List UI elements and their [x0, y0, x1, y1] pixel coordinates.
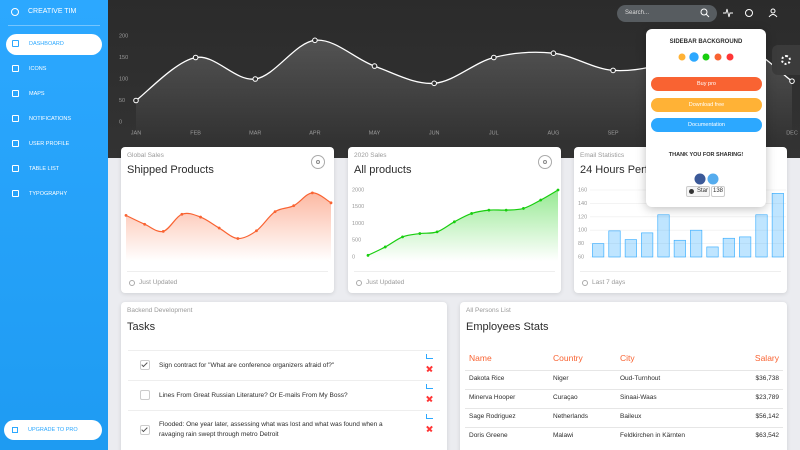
card-title: Employees Stats: [466, 321, 549, 333]
sidebar: CREATIVE TIM DASHBOARD ICONS MAPS NOTIFICATI…: [0, 0, 108, 450]
card-footer: Last 7 days: [592, 279, 626, 286]
table-cell: Minerva Hooper: [469, 394, 516, 401]
card-divider: [127, 271, 328, 272]
table-cell: City: [620, 353, 635, 363]
table-cell: Doris Greene: [469, 432, 508, 439]
footer-icon: [356, 280, 362, 286]
github-star-button[interactable]: [686, 186, 710, 197]
table-cell: Sinaai-Waas: [620, 394, 657, 401]
edit-button[interactable]: [426, 354, 433, 359]
table-cell: Netherlands: [553, 413, 589, 420]
search-placeholder: Search...: [625, 10, 650, 16]
table-cell: Curaçao: [553, 394, 578, 401]
panel-button-label[interactable]: Download free: [688, 101, 725, 108]
upgrade-label[interactable]: UPGRADE TO PRO: [28, 427, 78, 433]
table-cell: Feldkirchen in Kärnten: [620, 432, 686, 439]
nav-link[interactable]: NOTIFICATIONS: [29, 116, 72, 122]
brand-logo: [11, 8, 19, 16]
row-divider: [465, 408, 783, 409]
card-footer: Just Updated: [139, 279, 178, 286]
github-count-box: [711, 186, 725, 197]
card-title: Shipped Products: [127, 164, 214, 176]
card-subtitle: All Persons List: [466, 307, 511, 314]
panel-button[interactable]: [651, 118, 762, 132]
panel-button[interactable]: [651, 77, 762, 91]
settings-tab-icon: [781, 55, 791, 65]
nav-link[interactable]: TABLE LIST: [29, 166, 60, 172]
task-text: Flooded: One year later, assessing what …: [159, 421, 383, 438]
card-subtitle: Email Statistics: [580, 152, 625, 159]
footer-icon: [582, 280, 588, 286]
table-cell: Malawi: [553, 432, 574, 439]
footer-icon: [129, 280, 135, 286]
table-cell: Dakota Rice: [469, 375, 505, 382]
table-cell: Country: [553, 353, 583, 363]
table-cell: Baileux: [620, 413, 642, 420]
table-cell: $56,142: [755, 413, 780, 420]
edit-button[interactable]: [426, 414, 433, 419]
checkbox[interactable]: [140, 425, 150, 435]
row-divider: [128, 380, 440, 381]
row-divider: [465, 370, 783, 371]
card: [460, 302, 787, 450]
nav-icon: [12, 40, 19, 47]
settings-button[interactable]: [538, 155, 552, 169]
github-icon: [689, 189, 694, 194]
divider: [8, 25, 100, 26]
card: [121, 302, 447, 450]
nav-icon: [12, 140, 19, 147]
row-divider: [128, 350, 440, 351]
card-divider: [354, 271, 555, 272]
table-cell: Niger: [553, 375, 569, 382]
table-cell: $36,738: [755, 375, 780, 382]
nav-link[interactable]: DASHBOARD: [29, 41, 64, 47]
nav-icon: [12, 115, 19, 122]
card-subtitle: 2020 Sales: [354, 152, 387, 159]
panel-thanks: THANK YOU FOR SHARING!: [668, 152, 744, 158]
row-divider: [465, 427, 783, 428]
nav-icon: [12, 165, 19, 172]
settings-icon: [316, 160, 320, 164]
row-divider: [465, 389, 783, 390]
table-cell: $23,789: [755, 394, 780, 401]
brand: CREATIVE TIM: [28, 8, 77, 15]
panel-button[interactable]: [651, 97, 762, 112]
checkbox[interactable]: [140, 390, 150, 400]
table-cell: Oud-Turnhout: [620, 375, 661, 382]
card-divider: [580, 271, 781, 272]
panel-button-label[interactable]: Documentation: [688, 122, 725, 128]
card-subtitle: Global Sales: [127, 152, 164, 159]
settings-button[interactable]: [311, 155, 325, 169]
search-box[interactable]: [617, 5, 717, 22]
checkbox[interactable]: [140, 360, 150, 370]
table-cell: Name: [469, 353, 492, 363]
card-title: All products: [354, 164, 412, 176]
nav-active-pill: [6, 34, 102, 55]
upgrade-icon: [12, 427, 18, 433]
github-star-count: 138: [712, 188, 723, 194]
nav-icon: [12, 65, 19, 72]
nav-icon: [12, 90, 19, 97]
nav-icon: [12, 190, 19, 197]
edit-button[interactable]: [426, 384, 433, 389]
nav-link[interactable]: USER PROFILE: [29, 141, 70, 147]
settings-icon: [543, 160, 547, 164]
nav-link[interactable]: ICONS: [29, 66, 47, 72]
task-text: Sign contract for "What are conference o…: [159, 362, 335, 369]
table-cell: Sage Rodriguez: [469, 413, 516, 420]
nav-link[interactable]: TYPOGRAPHY: [29, 191, 68, 197]
github-star-label: Star: [697, 188, 709, 194]
panel-button-label[interactable]: Buy pro: [697, 81, 716, 87]
nav-link[interactable]: MAPS: [29, 91, 45, 97]
card-subtitle: Backend Development: [127, 307, 193, 314]
row-divider: [128, 410, 440, 411]
task-text: Lines From Great Russian Literature? Or …: [159, 392, 348, 399]
card-footer: Just Updated: [366, 279, 405, 286]
card-title: Tasks: [127, 321, 156, 333]
table-cell: $63,542: [755, 432, 780, 439]
table-cell: Salary: [754, 353, 779, 363]
panel-title: SIDEBAR BACKGROUND: [669, 39, 743, 45]
upgrade-button[interactable]: [4, 420, 102, 440]
